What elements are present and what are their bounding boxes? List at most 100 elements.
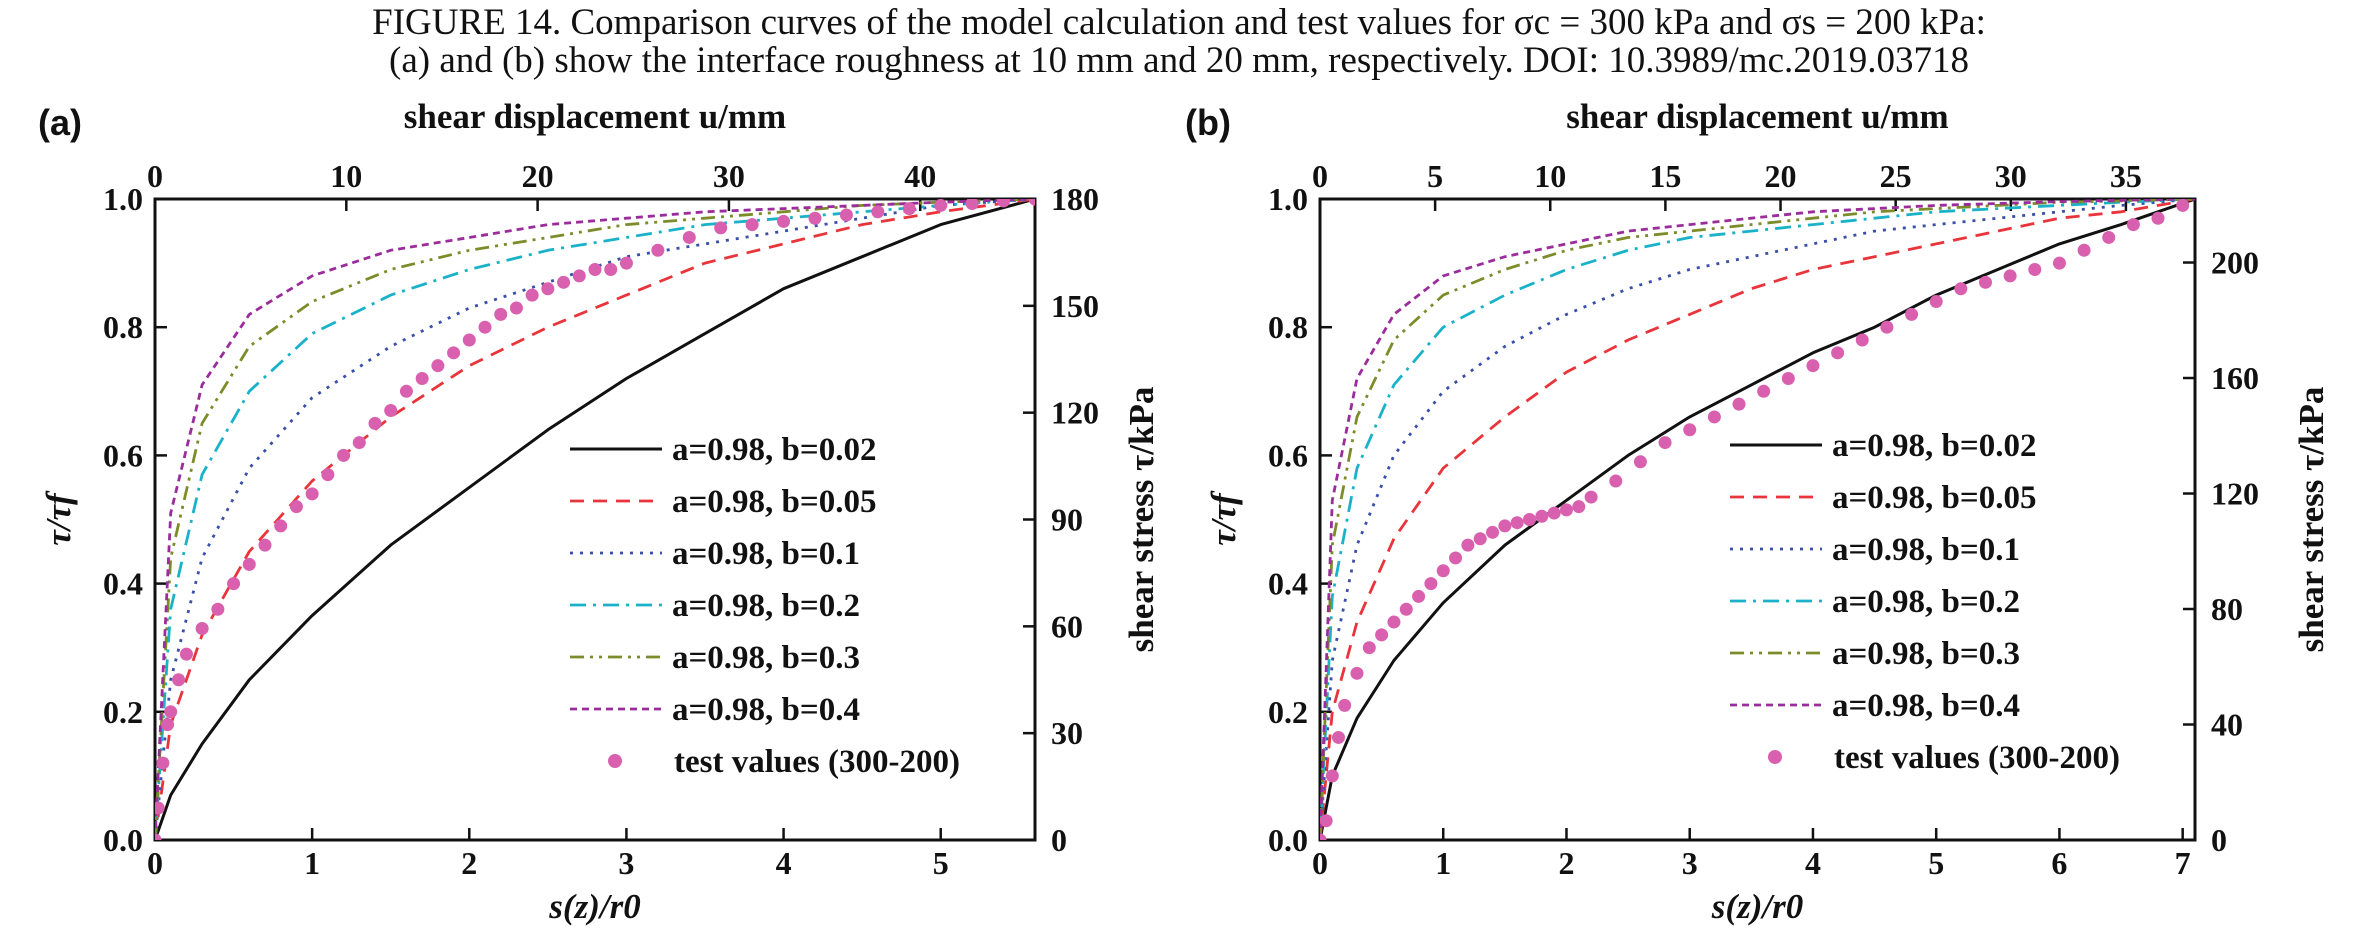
y-tick-label: 0.4 [103,566,143,602]
series-line-0 [155,199,1035,840]
x2-tick-label: 0 [147,158,163,194]
test-value-point [509,301,523,315]
legend: a=0.98, b=0.02 a=0.98, b=0.05 a=0.98, b=0.… [570,432,960,780]
test-value-point [2028,263,2042,277]
test-value-point [557,275,571,289]
y-tick-label: 0.2 [103,694,143,730]
test-value-point [1609,474,1623,488]
x-tick-label: 5 [1928,845,1944,881]
test-value-point [1449,551,1463,565]
y-tick-label: 0.6 [103,437,143,473]
test-value-point [1954,282,1968,296]
x-tick-label: 3 [618,845,634,881]
test-value-point [1486,525,1500,539]
x-tick-label: 1 [1435,845,1451,881]
test-value-point [1498,519,1512,533]
test-value-point [1806,359,1820,373]
y2-tick-label: 120 [2211,476,2259,512]
test-value-point [384,404,398,418]
test-value-point [934,199,948,212]
test-value-point [447,346,461,360]
test-value-point [839,208,853,222]
y-tick-label: 0.6 [1268,437,1308,473]
y-tick-label: 0.4 [1268,566,1308,602]
test-value-point [172,673,186,687]
y-axis-title: τ/τf [1204,490,1243,546]
series-line-1 [155,199,1035,840]
test-value-point [1461,538,1475,552]
series-line-0 [1320,199,2195,840]
test-value-point [871,205,885,219]
test-value-point [1362,641,1376,655]
test-value-point [494,307,508,321]
x2-tick-label: 30 [713,158,745,194]
x-tick-label: 1 [304,845,320,881]
test-value-point [1781,371,1795,385]
test-value-point [541,282,555,296]
legend-label: a=0.98, b=0.02 [672,432,876,468]
test-value-point [588,263,602,277]
test-value-point [1320,814,1333,828]
legend-label: a=0.98, b=0.1 [672,536,860,572]
x2-tick-label: 10 [330,158,362,194]
legend-marker [1768,750,1782,764]
test-value-point [1658,436,1672,450]
x2-tick-label: 0 [1312,158,1328,194]
test-value-point [305,487,319,501]
test-value-point [619,256,633,270]
y-tick-label: 0.0 [103,822,143,858]
y-tick-label: 0.8 [1268,309,1308,345]
series-line-3 [1320,199,2195,840]
test-value-point [2176,199,2190,212]
y-tick-label: 1.0 [1268,181,1308,217]
legend-label: test values (300-200) [674,744,960,780]
test-value-point [155,801,165,815]
x2-tick-label: 5 [1427,158,1443,194]
test-value-point [274,519,288,533]
test-value-point [1757,384,1771,398]
test-value-point [1320,833,1327,840]
test-value-point [415,371,429,385]
test-value-point [651,243,665,257]
x-tick-label: 4 [776,845,792,881]
x2-axis-title: shear displacement u/mm [404,97,786,136]
test-value-point [1584,490,1598,504]
test-value-point [289,500,303,514]
series-line-1 [1320,199,2195,840]
test-value-point [1028,199,1035,206]
series-line-2 [1320,199,2195,840]
series-line-3 [155,199,1035,840]
y2-tick-label: 60 [1051,608,1083,644]
test-value-point [572,269,586,283]
series-test-values [1320,199,2190,840]
x2-tick-label: 30 [1995,158,2027,194]
test-value-point [431,359,445,373]
test-value-point [352,436,366,450]
y-tick-label: 1.0 [103,181,143,217]
test-value-point [155,833,162,840]
x-tick-label: 6 [2051,845,2067,881]
y2-tick-label: 0 [2211,822,2227,858]
test-value-point [195,621,209,635]
x2-tick-label: 25 [1880,158,1912,194]
y-tick-label: 0.0 [1268,822,1308,858]
test-value-point [2102,230,2116,244]
y2-tick-label: 30 [1051,715,1083,751]
y2-tick-label: 40 [2211,707,2243,743]
x2-tick-label: 15 [1649,158,1681,194]
test-value-point [1929,295,1943,309]
test-value-point [1535,509,1549,523]
plot-area [155,199,1035,840]
y2-tick-label: 80 [2211,591,2243,627]
test-value-point [997,199,1011,208]
test-value-point [682,230,696,244]
legend-marker [608,754,622,768]
test-value-point [1338,698,1352,712]
x2-axis-title: shear displacement u/mm [1566,97,1948,136]
y-axis-title: τ/τf [39,490,78,546]
x-tick-label: 7 [2175,845,2191,881]
y2-axis-title: shear stress τ/kPa [1122,387,1161,653]
test-value-point [1831,346,1845,360]
y2-tick-label: 150 [1051,288,1099,324]
